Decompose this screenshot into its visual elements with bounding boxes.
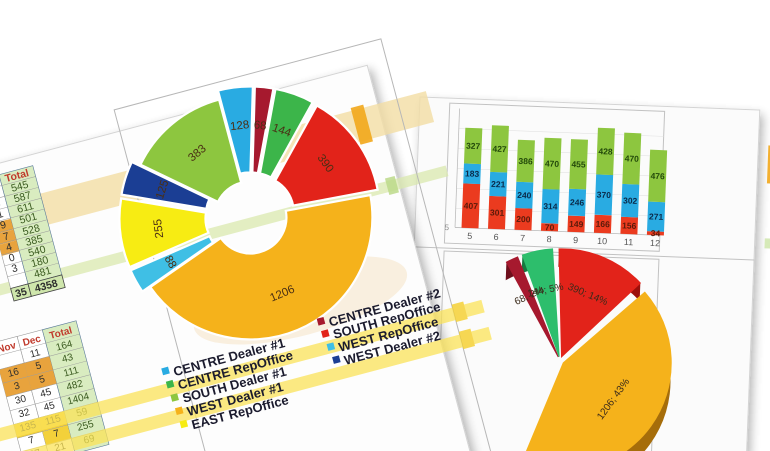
svg-text:246: 246 [570, 197, 585, 208]
svg-text:7: 7 [520, 233, 525, 243]
svg-text:11: 11 [624, 237, 634, 247]
svg-text:271: 271 [649, 211, 664, 222]
svg-text:314: 314 [543, 201, 558, 212]
svg-text:386: 386 [518, 156, 533, 167]
svg-text:128: 128 [230, 119, 250, 133]
svg-text:12: 12 [650, 238, 660, 248]
svg-text:255: 255 [152, 218, 166, 239]
svg-text:9: 9 [573, 235, 578, 245]
svg-text:166: 166 [595, 219, 610, 230]
svg-text:183: 183 [465, 168, 480, 179]
svg-text:6: 6 [493, 232, 498, 242]
svg-text:470: 470 [545, 158, 560, 169]
svg-text:149: 149 [569, 219, 584, 230]
svg-text:5: 5 [467, 231, 472, 241]
svg-text:221: 221 [491, 179, 506, 190]
svg-text:68: 68 [253, 119, 267, 132]
svg-text:70: 70 [545, 222, 555, 232]
svg-text:240: 240 [517, 190, 532, 201]
svg-text:8: 8 [546, 234, 551, 244]
svg-text:327: 327 [466, 141, 481, 152]
svg-text:34: 34 [651, 228, 661, 238]
svg-text:427: 427 [492, 144, 507, 155]
svg-text:428: 428 [598, 146, 613, 157]
svg-text:407: 407 [464, 201, 479, 212]
svg-text:301: 301 [490, 207, 505, 218]
svg-text:302: 302 [623, 195, 638, 206]
svg-text:370: 370 [597, 190, 612, 201]
svg-text:470: 470 [625, 153, 640, 164]
svg-text:455: 455 [571, 159, 586, 170]
svg-text:476: 476 [650, 171, 665, 182]
svg-text:10: 10 [597, 236, 607, 246]
svg-text:200: 200 [516, 214, 531, 225]
svg-text:156: 156 [622, 220, 637, 231]
